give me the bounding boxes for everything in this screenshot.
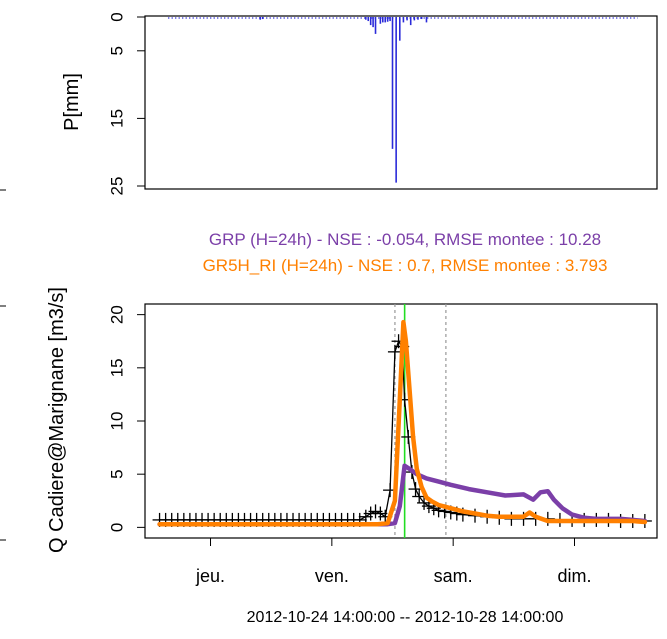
- q-y-tick-label: 10: [107, 412, 126, 431]
- q-x-tick-label: dim.: [557, 566, 591, 586]
- q-y-tick-label: 5: [107, 469, 126, 478]
- rain-y-axis: 0 5 15 25: [107, 12, 146, 196]
- gr5h-line: [157, 319, 648, 527]
- q-y-tick-label: 0: [107, 523, 126, 532]
- discharge-y-label: Q Cadiere@Marignane [m3/s]: [46, 287, 68, 553]
- discharge-y-axis: 0 5 10 15 20: [107, 305, 146, 532]
- q-x-tick-label: ven.: [315, 566, 349, 586]
- rain-y-tick-label: 15: [107, 109, 126, 128]
- rain-y-tick-label: 25: [107, 177, 126, 196]
- q-x-tick-label: jeu.: [195, 566, 225, 586]
- discharge-x-label: 2012-10-24 14:00:00 -- 2012-10-28 14:00:…: [247, 609, 564, 626]
- rain-y-tick-label: 0: [107, 12, 126, 21]
- rain-y-tick-label: 5: [107, 46, 126, 55]
- discharge-x-axis: jeu. ven. sam. dim.: [195, 537, 592, 586]
- title-gr5h: GR5H_RI (H=24h) - NSE : 0.7, RMSE montee…: [203, 256, 608, 275]
- title-grp: GRP (H=24h) - NSE : -0.054, RMSE montee …: [209, 230, 601, 249]
- rain-y-label: P[mm]: [61, 73, 83, 131]
- q-x-tick-label: sam.: [434, 566, 473, 586]
- rain-bars: [259, 17, 428, 183]
- rain-plot-frame: [144, 15, 658, 190]
- q-y-tick-label: 20: [107, 305, 126, 324]
- q-y-tick-label: 15: [107, 358, 126, 377]
- gr5h-series: [157, 319, 648, 527]
- observed-point: [387, 344, 402, 359]
